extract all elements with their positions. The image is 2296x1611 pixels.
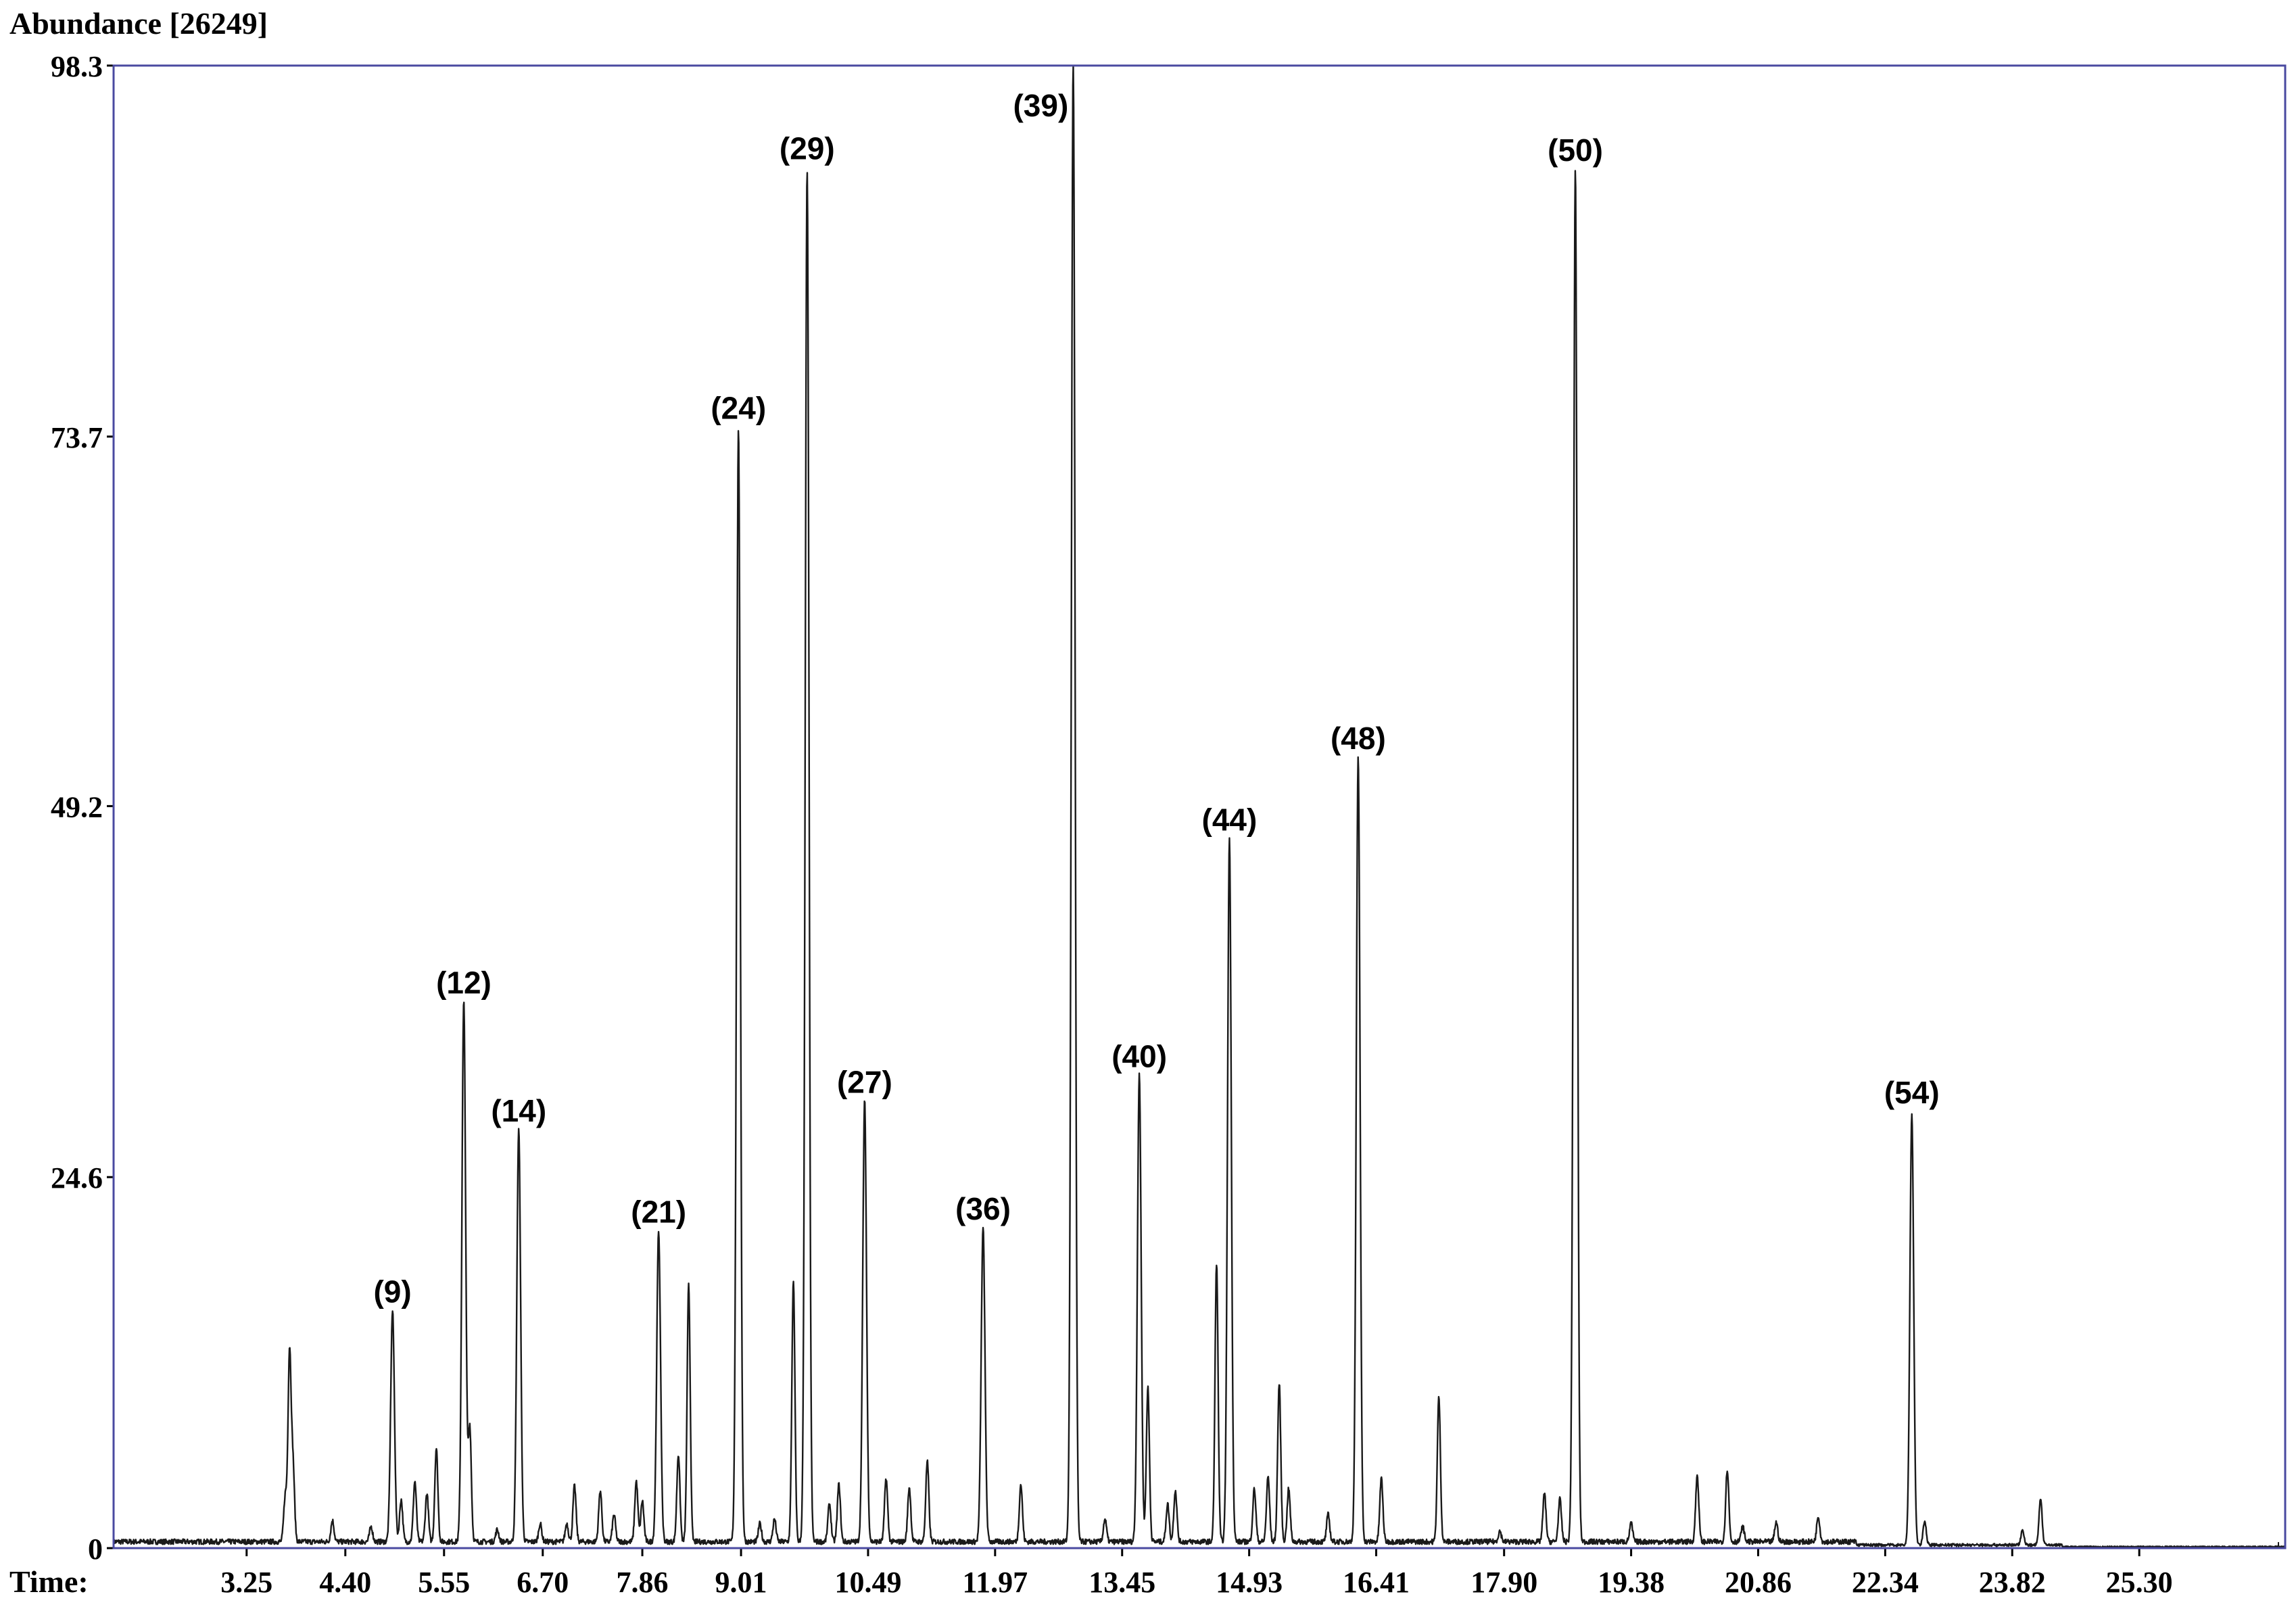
peak-label: (44) [1202,802,1258,837]
peak-label: (36) [955,1191,1011,1226]
minor-peak-point [759,1530,760,1531]
peak-label: (50) [1548,133,1603,168]
peak-label: (9) [373,1274,411,1309]
x-tick-label: 10.49 [834,1566,901,1599]
minor-peak-point [497,1536,498,1537]
labeled-peak-point [463,1008,464,1009]
labeled-peak-point [392,1317,393,1318]
peak-label: (54) [1884,1075,1940,1110]
peak-label: (40) [1111,1039,1167,1074]
x-tick-label: 23.82 [1979,1566,2046,1599]
minor-peak-point [1216,1269,1217,1270]
labeled-peak-point [1911,1118,1912,1119]
labeled-peak-point [738,433,739,434]
x-axis-label: Time: [9,1564,89,1599]
chromatogram-trace [112,64,2286,1549]
peak-label: (27) [837,1065,892,1100]
minor-peak-point [774,1525,775,1526]
x-tick-label: 20.86 [1725,1566,1792,1599]
minor-peak-point [1776,1528,1777,1529]
minor-peak-point [574,1492,575,1493]
minor-peak-point [1328,1520,1329,1521]
x-tick-label: 7.86 [617,1566,669,1599]
peak-label: (24) [711,390,766,425]
minor-peak-point [414,1487,415,1488]
minor-peak-point [678,1460,679,1461]
peak-label: (39) [1013,88,1068,123]
y-tick-label: 73.7 [51,421,103,454]
x-tick-label: 11.97 [963,1566,1028,1599]
peak-label: (48) [1331,721,1386,756]
labeled-peak-point [1229,845,1230,846]
x-tick-label: 14.93 [1216,1566,1283,1599]
minor-peak-point [469,1433,470,1434]
minor-peak-point [829,1510,830,1511]
y-tick-label: 49.2 [51,790,103,823]
x-tick-label: 6.70 [517,1566,569,1599]
axis-ticks: 0 24.6 49.2 73.7 98.3 3.25 4.40 5.55 6.70 7.86 9.0… [51,50,2173,1599]
x-tick-label: 16.41 [1343,1566,1410,1599]
minor-peak-point [642,1507,643,1508]
x-tick-label: 3.25 [220,1566,272,1599]
minor-peak-point [1147,1394,1148,1395]
y-axis-label: Abundance [26249] [9,6,268,41]
peak-label: (14) [491,1093,546,1128]
plot-frame [112,64,2287,1549]
peak-label: (12) [436,965,492,1000]
x-tick-label: 13.45 [1089,1566,1155,1599]
peak-label: (29) [780,131,835,166]
minor-peak-point [636,1487,637,1488]
x-tick-label: 4.40 [319,1566,371,1599]
labeled-peak-point [1575,175,1576,176]
peak-label: (21) [631,1194,686,1229]
x-tick-label: 25.30 [2106,1566,2173,1599]
minor-peak-point [614,1520,615,1521]
y-tick-label: 98.3 [51,50,103,83]
x-tick-label: 17.90 [1470,1566,1537,1599]
labeled-peak-point [864,1107,865,1108]
minor-peak-point [1818,1522,1819,1523]
x-tick-label: 5.55 [418,1566,470,1599]
y-tick-label: 24.6 [51,1161,103,1195]
y-tick-label: 0 [88,1533,103,1566]
x-tick-label: 22.34 [1852,1566,1919,1599]
x-tick-label: 9.01 [715,1566,767,1599]
peak-labels: (9) (12) (14) (21) (24) (29) (27) (36) (39) (40) (… [373,88,1940,1318]
minor-peak-point [1544,1499,1545,1500]
minor-peak-point [688,1291,689,1292]
minor-peak-point [436,1454,437,1455]
minor-peak-point [1697,1481,1698,1482]
minor-peak-point [1279,1389,1280,1390]
minor-peak-point [332,1526,333,1527]
x-tick-label: 19.38 [1598,1566,1665,1599]
